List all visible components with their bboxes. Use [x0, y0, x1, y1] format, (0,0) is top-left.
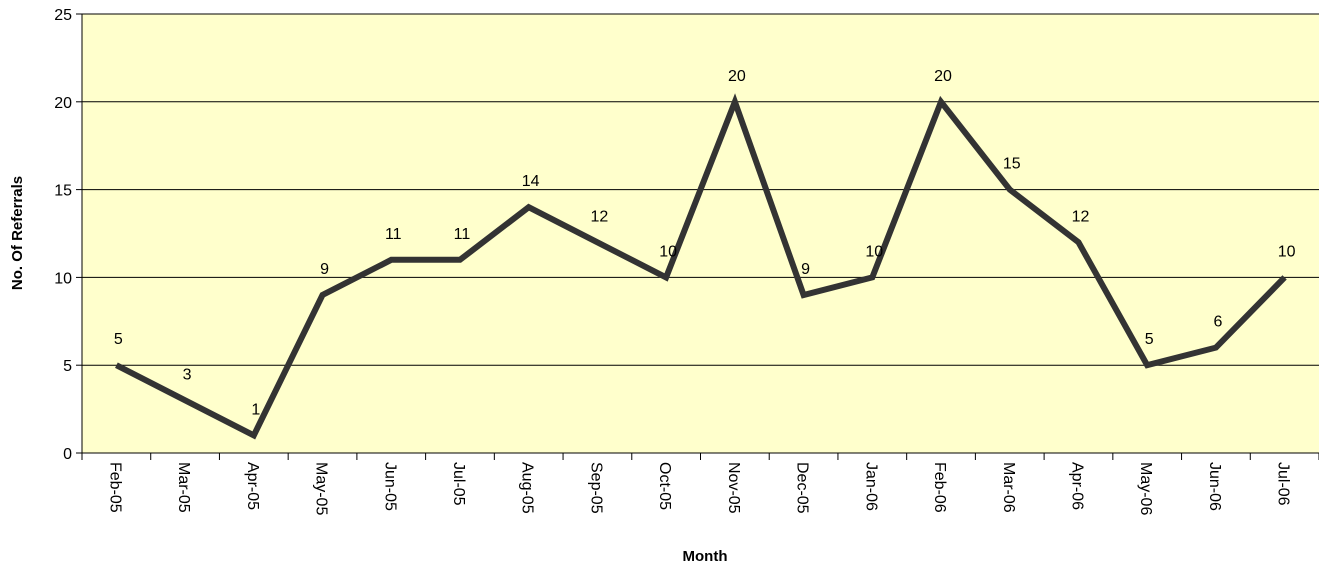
series-line	[115, 93, 1287, 440]
x-tick-label: Jun-06	[1206, 462, 1223, 511]
y-tick-label: 25	[54, 7, 72, 24]
y-tick-label: 0	[63, 446, 72, 463]
y-axis-ticks: 0 5 10 15 20 25	[54, 7, 82, 463]
x-tick-label: Apr-06	[1068, 462, 1085, 510]
x-axis-title: Month	[683, 548, 728, 565]
y-tick-label: 20	[54, 95, 72, 112]
y-tick-label: 10	[54, 270, 72, 287]
y-tick-label: 5	[63, 358, 72, 375]
data-label: 5	[114, 331, 123, 348]
data-label: 9	[801, 261, 810, 278]
data-label: 10	[1278, 243, 1296, 260]
x-tick-label: Aug-05	[519, 462, 536, 514]
data-label: 5	[1145, 331, 1154, 348]
x-tick-label: Feb-05	[106, 462, 123, 513]
x-tick-label: Nov-05	[725, 462, 742, 514]
data-label: 3	[183, 366, 192, 383]
x-tick-label: May-05	[313, 462, 330, 515]
y-axis-title: No. Of Referrals	[9, 176, 26, 290]
data-label: 6	[1213, 314, 1222, 331]
series-polyline	[115, 93, 1287, 440]
x-tick-label: Jun-05	[381, 462, 398, 511]
data-label: 12	[591, 208, 609, 225]
x-tick-label: Sep-05	[587, 462, 604, 514]
x-tick-label: Jan-06	[862, 462, 879, 511]
data-label: 20	[934, 68, 952, 85]
data-label: 11	[454, 226, 471, 243]
x-tick-label: Jul-06	[1275, 462, 1292, 506]
data-label: 1	[251, 401, 260, 418]
data-labels: 5 3 1 9 11 11 14 12 10 20 9 10 20 15 12 5 6 10	[114, 68, 1296, 419]
data-label: 9	[320, 261, 329, 278]
x-tick-label: Mar-05	[175, 462, 192, 513]
x-tick-label: Oct-05	[656, 462, 673, 510]
x-tick-label: Dec-05	[794, 462, 811, 514]
x-tick-label: Mar-06	[1000, 462, 1017, 513]
y-tick-label: 15	[54, 183, 72, 200]
data-label: 12	[1072, 208, 1090, 225]
data-label: 20	[728, 68, 746, 85]
x-tick-label: Feb-06	[931, 462, 948, 513]
data-label: 10	[865, 243, 883, 260]
plot-area	[82, 14, 1319, 453]
x-tick-label: Jul-05	[450, 462, 467, 506]
data-label: 14	[522, 173, 540, 190]
x-tick-label: Apr-05	[244, 462, 261, 510]
data-label: 10	[659, 243, 677, 260]
data-label: 15	[1003, 156, 1021, 173]
x-tick-label: May-06	[1137, 462, 1154, 515]
x-axis-ticks: Feb-05 Mar-05 Apr-05 May-05 Jun-05 Jul-05 Aug-…	[81, 453, 1319, 515]
data-label: 11	[385, 226, 402, 243]
